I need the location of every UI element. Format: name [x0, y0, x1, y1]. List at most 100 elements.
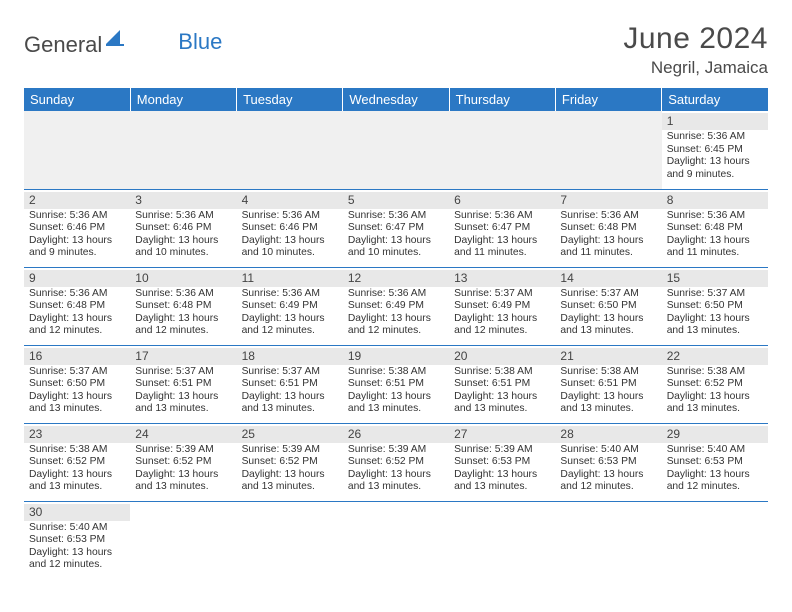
- day-content: Sunrise: 5:37 AMSunset: 6:49 PMDaylight:…: [454, 288, 550, 338]
- day-number: 8: [662, 192, 768, 209]
- calendar-day: 8Sunrise: 5:36 AMSunset: 6:48 PMDaylight…: [662, 189, 768, 267]
- day-content: Sunrise: 5:36 AMSunset: 6:45 PMDaylight:…: [667, 131, 763, 181]
- day-number: 10: [130, 270, 236, 287]
- calendar-empty: [662, 501, 768, 579]
- day-content: Sunrise: 5:37 AMSunset: 6:51 PMDaylight:…: [135, 366, 231, 416]
- calendar-day: 1Sunrise: 5:36 AMSunset: 6:45 PMDaylight…: [662, 111, 768, 189]
- day-number: 13: [449, 270, 555, 287]
- calendar-day: 18Sunrise: 5:37 AMSunset: 6:51 PMDayligh…: [237, 345, 343, 423]
- month-title: June 2024: [623, 22, 768, 56]
- day-content: Sunrise: 5:36 AMSunset: 6:46 PMDaylight:…: [29, 210, 125, 260]
- day-content: Sunrise: 5:38 AMSunset: 6:51 PMDaylight:…: [348, 366, 444, 416]
- day-number: 14: [555, 270, 661, 287]
- day-content: Sunrise: 5:36 AMSunset: 6:46 PMDaylight:…: [242, 210, 338, 260]
- day-content: Sunrise: 5:39 AMSunset: 6:52 PMDaylight:…: [348, 444, 444, 494]
- day-number: 5: [343, 192, 449, 209]
- calendar-empty: [130, 501, 236, 579]
- calendar-empty: [555, 111, 661, 189]
- weekday-header-row: SundayMondayTuesdayWednesdayThursdayFrid…: [24, 88, 768, 111]
- calendar-day: 20Sunrise: 5:38 AMSunset: 6:51 PMDayligh…: [449, 345, 555, 423]
- calendar-row: 23Sunrise: 5:38 AMSunset: 6:52 PMDayligh…: [24, 423, 768, 501]
- day-number: 30: [24, 504, 130, 521]
- calendar-day: 2Sunrise: 5:36 AMSunset: 6:46 PMDaylight…: [24, 189, 130, 267]
- day-number: 20: [449, 348, 555, 365]
- title-block: June 2024 Negril, Jamaica: [623, 22, 768, 78]
- day-content: Sunrise: 5:36 AMSunset: 6:48 PMDaylight:…: [667, 210, 763, 260]
- calendar-row: 2Sunrise: 5:36 AMSunset: 6:46 PMDaylight…: [24, 189, 768, 267]
- day-number: 12: [343, 270, 449, 287]
- calendar-day: 13Sunrise: 5:37 AMSunset: 6:49 PMDayligh…: [449, 267, 555, 345]
- calendar-day: 12Sunrise: 5:36 AMSunset: 6:49 PMDayligh…: [343, 267, 449, 345]
- day-number: 29: [662, 426, 768, 443]
- day-content: Sunrise: 5:37 AMSunset: 6:50 PMDaylight:…: [29, 366, 125, 416]
- day-content: Sunrise: 5:39 AMSunset: 6:53 PMDaylight:…: [454, 444, 550, 494]
- day-number: 3: [130, 192, 236, 209]
- day-content: Sunrise: 5:36 AMSunset: 6:47 PMDaylight:…: [348, 210, 444, 260]
- calendar-table: SundayMondayTuesdayWednesdayThursdayFrid…: [24, 88, 768, 579]
- calendar-day: 3Sunrise: 5:36 AMSunset: 6:46 PMDaylight…: [130, 189, 236, 267]
- calendar-row: 16Sunrise: 5:37 AMSunset: 6:50 PMDayligh…: [24, 345, 768, 423]
- day-number: 18: [237, 348, 343, 365]
- header: General Blue June 2024 Negril, Jamaica: [24, 22, 768, 78]
- calendar-day: 10Sunrise: 5:36 AMSunset: 6:48 PMDayligh…: [130, 267, 236, 345]
- day-content: Sunrise: 5:38 AMSunset: 6:52 PMDaylight:…: [667, 366, 763, 416]
- weekday-header: Friday: [555, 88, 661, 111]
- day-content: Sunrise: 5:39 AMSunset: 6:52 PMDaylight:…: [242, 444, 338, 494]
- day-content: Sunrise: 5:38 AMSunset: 6:51 PMDaylight:…: [560, 366, 656, 416]
- logo-text-dark: General: [24, 32, 102, 58]
- day-number: 7: [555, 192, 661, 209]
- calendar-day: 14Sunrise: 5:37 AMSunset: 6:50 PMDayligh…: [555, 267, 661, 345]
- calendar-day: 21Sunrise: 5:38 AMSunset: 6:51 PMDayligh…: [555, 345, 661, 423]
- day-number: 19: [343, 348, 449, 365]
- calendar-day: 28Sunrise: 5:40 AMSunset: 6:53 PMDayligh…: [555, 423, 661, 501]
- calendar-day: 4Sunrise: 5:36 AMSunset: 6:46 PMDaylight…: [237, 189, 343, 267]
- calendar-day: 11Sunrise: 5:36 AMSunset: 6:49 PMDayligh…: [237, 267, 343, 345]
- calendar-day: 5Sunrise: 5:36 AMSunset: 6:47 PMDaylight…: [343, 189, 449, 267]
- calendar-day: 16Sunrise: 5:37 AMSunset: 6:50 PMDayligh…: [24, 345, 130, 423]
- calendar-empty: [237, 111, 343, 189]
- day-number: 25: [237, 426, 343, 443]
- calendar-empty: [449, 111, 555, 189]
- day-number: 26: [343, 426, 449, 443]
- calendar-day: 22Sunrise: 5:38 AMSunset: 6:52 PMDayligh…: [662, 345, 768, 423]
- calendar-empty: [343, 501, 449, 579]
- day-number: 22: [662, 348, 768, 365]
- weekday-header: Monday: [130, 88, 236, 111]
- calendar-day: 9Sunrise: 5:36 AMSunset: 6:48 PMDaylight…: [24, 267, 130, 345]
- day-number: 16: [24, 348, 130, 365]
- day-content: Sunrise: 5:36 AMSunset: 6:48 PMDaylight:…: [135, 288, 231, 338]
- day-content: Sunrise: 5:37 AMSunset: 6:51 PMDaylight:…: [242, 366, 338, 416]
- day-number: 1: [662, 113, 768, 130]
- calendar-empty: [237, 501, 343, 579]
- day-content: Sunrise: 5:38 AMSunset: 6:52 PMDaylight:…: [29, 444, 125, 494]
- day-content: Sunrise: 5:36 AMSunset: 6:48 PMDaylight:…: [29, 288, 125, 338]
- calendar-day: 6Sunrise: 5:36 AMSunset: 6:47 PMDaylight…: [449, 189, 555, 267]
- day-number: 17: [130, 348, 236, 365]
- logo-text-blue: Blue: [178, 29, 222, 55]
- day-content: Sunrise: 5:38 AMSunset: 6:51 PMDaylight:…: [454, 366, 550, 416]
- weekday-header: Saturday: [662, 88, 768, 111]
- day-content: Sunrise: 5:36 AMSunset: 6:46 PMDaylight:…: [135, 210, 231, 260]
- calendar-day: 23Sunrise: 5:38 AMSunset: 6:52 PMDayligh…: [24, 423, 130, 501]
- calendar-day: 30Sunrise: 5:40 AMSunset: 6:53 PMDayligh…: [24, 501, 130, 579]
- day-content: Sunrise: 5:39 AMSunset: 6:52 PMDaylight:…: [135, 444, 231, 494]
- day-content: Sunrise: 5:40 AMSunset: 6:53 PMDaylight:…: [560, 444, 656, 494]
- calendar-day: 27Sunrise: 5:39 AMSunset: 6:53 PMDayligh…: [449, 423, 555, 501]
- location: Negril, Jamaica: [623, 58, 768, 78]
- day-content: Sunrise: 5:37 AMSunset: 6:50 PMDaylight:…: [560, 288, 656, 338]
- calendar-day: 24Sunrise: 5:39 AMSunset: 6:52 PMDayligh…: [130, 423, 236, 501]
- day-content: Sunrise: 5:40 AMSunset: 6:53 PMDaylight:…: [29, 522, 125, 572]
- calendar-day: 19Sunrise: 5:38 AMSunset: 6:51 PMDayligh…: [343, 345, 449, 423]
- calendar-day: 29Sunrise: 5:40 AMSunset: 6:53 PMDayligh…: [662, 423, 768, 501]
- calendar-row: 30Sunrise: 5:40 AMSunset: 6:53 PMDayligh…: [24, 501, 768, 579]
- weekday-header: Tuesday: [237, 88, 343, 111]
- day-number: 6: [449, 192, 555, 209]
- day-number: 15: [662, 270, 768, 287]
- day-number: 24: [130, 426, 236, 443]
- day-number: 21: [555, 348, 661, 365]
- calendar-empty: [24, 111, 130, 189]
- calendar-empty: [130, 111, 236, 189]
- calendar-row: 1Sunrise: 5:36 AMSunset: 6:45 PMDaylight…: [24, 111, 768, 189]
- day-number: 28: [555, 426, 661, 443]
- day-number: 27: [449, 426, 555, 443]
